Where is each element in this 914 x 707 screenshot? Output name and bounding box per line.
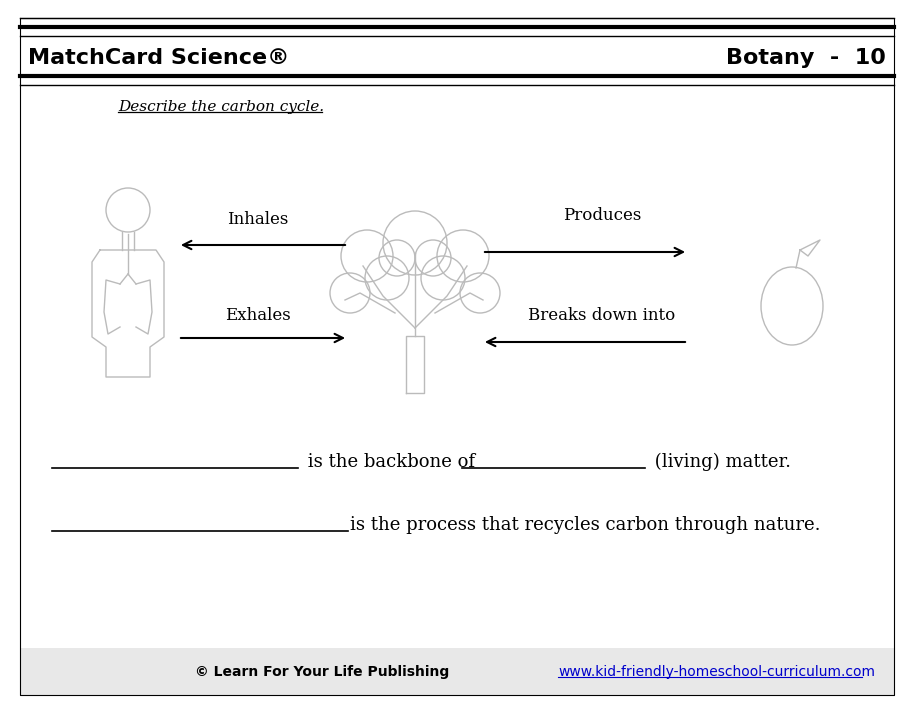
Text: Describe the carbon cycle.: Describe the carbon cycle. [118,100,324,114]
Text: is the process that recycles carbon through nature.: is the process that recycles carbon thro… [350,516,821,534]
Text: Breaks down into: Breaks down into [528,308,675,325]
Text: MatchCard Science®: MatchCard Science® [28,48,290,68]
Text: Produces: Produces [563,207,642,225]
Text: © Learn For Your Life Publishing: © Learn For Your Life Publishing [195,665,450,679]
Text: Inhales: Inhales [228,211,289,228]
Text: Botany  -  10: Botany - 10 [726,48,886,68]
Text: Exhales: Exhales [225,307,291,324]
Text: (living) matter.: (living) matter. [649,453,791,471]
FancyBboxPatch shape [20,648,894,696]
Text: is the backbone of: is the backbone of [302,453,481,471]
Text: www.kid-friendly-homeschool-curriculum.com: www.kid-friendly-homeschool-curriculum.c… [558,665,875,679]
